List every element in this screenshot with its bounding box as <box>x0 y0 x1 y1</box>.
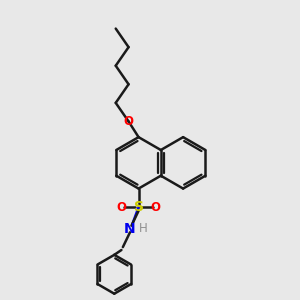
Text: O: O <box>124 115 134 128</box>
Text: H: H <box>139 222 147 235</box>
Text: O: O <box>151 201 161 214</box>
Text: N: N <box>124 222 136 236</box>
Text: O: O <box>116 201 126 214</box>
Text: S: S <box>134 200 144 214</box>
